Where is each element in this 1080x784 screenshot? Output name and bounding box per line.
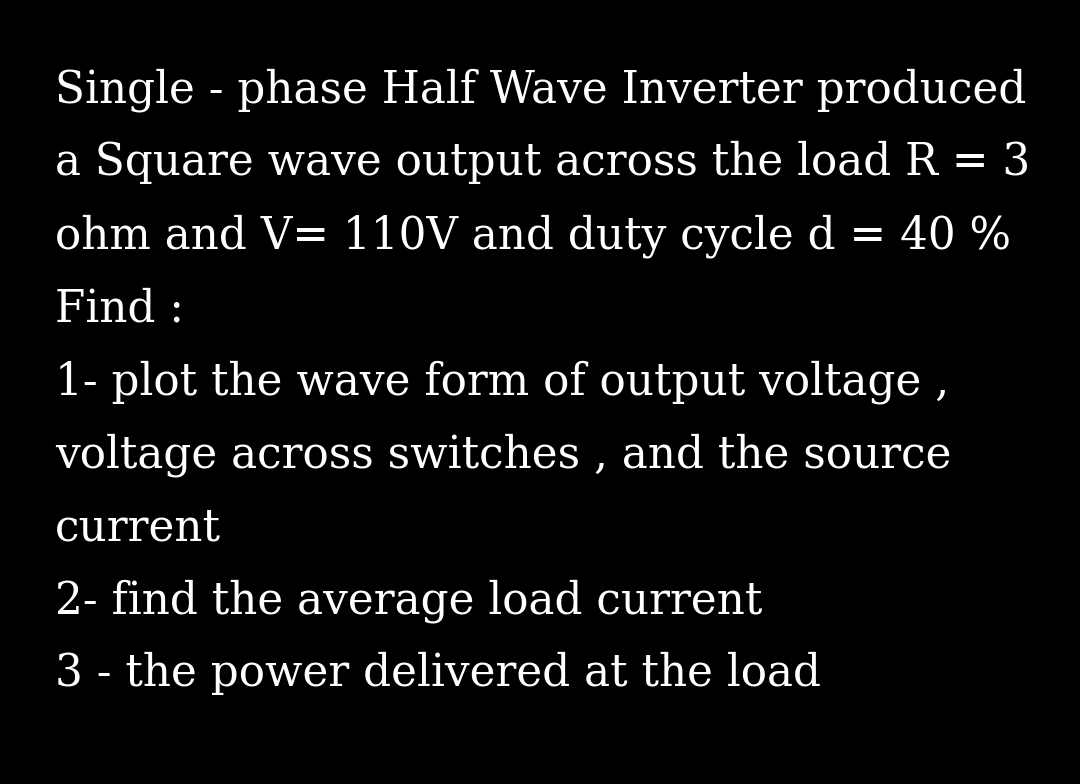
Text: 3 - the power delivered at the load: 3 - the power delivered at the load (55, 652, 821, 695)
Text: 1- plot the wave form of output voltage ,: 1- plot the wave form of output voltage … (55, 360, 949, 404)
Text: Find :: Find : (55, 287, 184, 330)
Text: Single - phase Half Wave Inverter produced: Single - phase Half Wave Inverter produc… (55, 68, 1026, 111)
Text: a Square wave output across the load R = 3: a Square wave output across the load R =… (55, 141, 1030, 184)
Text: current: current (55, 506, 221, 549)
Text: ohm and V= 110V and duty cycle d = 40 %: ohm and V= 110V and duty cycle d = 40 % (55, 214, 1011, 258)
Text: 2- find the average load current: 2- find the average load current (55, 579, 762, 622)
Text: voltage across switches , and the source: voltage across switches , and the source (55, 433, 951, 477)
